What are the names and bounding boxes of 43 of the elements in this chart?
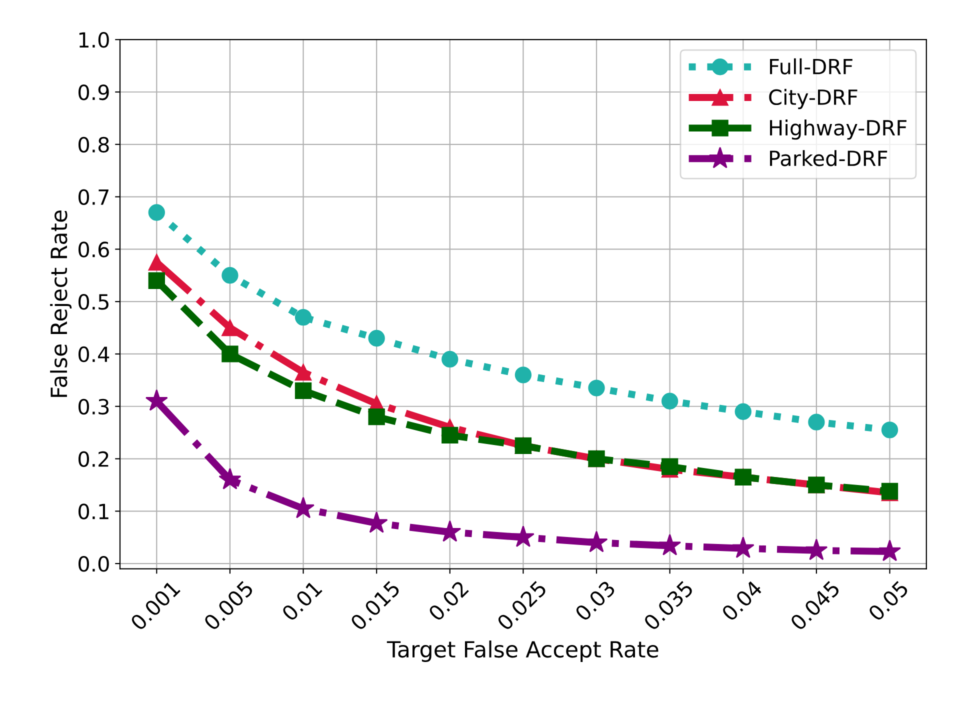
- y-tick-label: 0.9: [78, 84, 109, 100]
- point: [148, 204, 165, 221]
- y-tick-label: 0.1: [78, 504, 108, 520]
- y-tick-label: 0.8: [78, 136, 109, 153]
- point: [661, 458, 678, 475]
- point: [878, 540, 902, 562]
- point: [734, 403, 752, 420]
- point: [512, 526, 534, 548]
- point: [808, 414, 825, 430]
- point: [805, 538, 828, 560]
- legend-label: Full-DRF: [770, 58, 852, 74]
- point: [222, 267, 238, 284]
- point: [658, 534, 682, 556]
- y-tick-label: 0.3: [78, 398, 109, 415]
- y-tick-label: 0.2: [78, 451, 108, 467]
- point: [514, 366, 532, 384]
- point: [148, 272, 165, 289]
- y-axis-title: False Reject Rate: [50, 210, 72, 397]
- y-tick-label: 1.0: [79, 32, 109, 48]
- x-axis-title: Target False Accept Rate: [386, 640, 658, 662]
- point: [145, 389, 168, 411]
- point: [218, 468, 242, 490]
- legend-label: Highway-DRF: [770, 120, 906, 140]
- point: [294, 382, 312, 399]
- y-tick-label: 0.4: [78, 346, 110, 362]
- y-tick-label: 0.0: [78, 556, 109, 572]
- point: [588, 380, 605, 396]
- y-tick-label: 0.7: [78, 189, 108, 205]
- y-tick-label: 0.5: [78, 294, 108, 310]
- point: [368, 408, 385, 426]
- point: [661, 392, 678, 410]
- point: [442, 350, 458, 368]
- point: [294, 364, 312, 381]
- point: [368, 330, 385, 347]
- point: [732, 536, 754, 558]
- legend-label: Parked-DRF: [770, 150, 888, 166]
- y-tick-label: 0.6: [78, 242, 109, 258]
- point: [442, 426, 458, 444]
- point: [294, 308, 312, 326]
- point: [222, 319, 238, 336]
- legend-label: City-DRF: [769, 88, 858, 110]
- point: [222, 346, 238, 362]
- point: [881, 422, 898, 438]
